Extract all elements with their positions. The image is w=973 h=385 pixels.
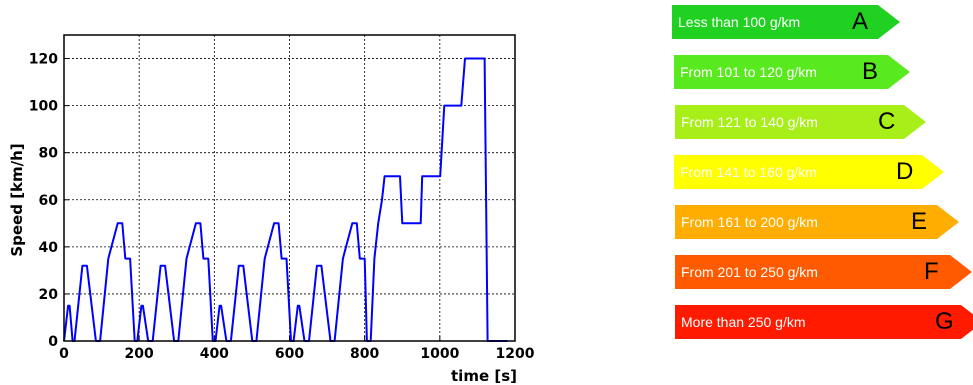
chart-ticks: 0 200 400 600 800 1000 1200 0 20 40 60 80 100 120 — [29, 52, 535, 362]
x-tick-label: 1000 — [420, 346, 459, 362]
class-arrow-shape — [675, 105, 926, 139]
plot-frame — [63, 34, 516, 342]
class-arrow-shape — [675, 205, 959, 239]
x-tick-label: 0 — [59, 346, 69, 362]
class-label: Less than 100 g/km — [678, 14, 801, 30]
class-label: More than 250 g/km — [681, 314, 806, 330]
emission-class-d: From 141 to 160 g/km D — [674, 155, 944, 189]
y-tick-label: 80 — [39, 146, 59, 162]
class-arrow — [675, 105, 926, 139]
emission-class-g: More than 250 g/km G — [675, 305, 973, 339]
emission-class-b: From 101 to 120 g/km B — [674, 55, 910, 89]
class-letter: E — [911, 208, 928, 235]
x-tick-label: 600 — [275, 346, 304, 362]
class-label: From 201 to 250 g/km — [681, 264, 818, 280]
emission-class-c: From 121 to 140 g/km C — [675, 105, 926, 139]
y-tick-label: 40 — [39, 240, 59, 256]
class-arrow — [675, 205, 959, 239]
class-arrow-shape — [675, 305, 973, 339]
emission-class-e: From 161 to 200 g/km E — [675, 205, 959, 239]
x-tick-label: 800 — [350, 346, 379, 362]
class-arrow-shape — [674, 155, 944, 189]
y-tick-label: 100 — [29, 99, 58, 115]
emission-class-f: From 201 to 250 g/km F — [675, 255, 972, 289]
class-arrow-shape — [672, 5, 900, 39]
class-arrow — [675, 305, 973, 339]
class-label: From 101 to 120 g/km — [680, 64, 817, 80]
speed-chart: 0 200 400 600 800 1000 1200 0 20 40 60 80 100 120 Spe… — [8, 34, 535, 385]
class-letter: G — [935, 308, 954, 335]
class-arrow-shape — [675, 255, 972, 289]
class-arrow — [674, 155, 944, 189]
class-arrow — [675, 255, 972, 289]
class-letter: A — [852, 8, 869, 35]
chart-grid — [64, 35, 515, 341]
class-arrow — [674, 55, 910, 89]
y-tick-label: 0 — [48, 334, 58, 350]
class-letter: B — [862, 58, 879, 85]
class-label: From 141 to 160 g/km — [680, 164, 817, 180]
class-letter: C — [878, 108, 896, 135]
class-letter: D — [896, 158, 914, 185]
class-label: From 161 to 200 g/km — [681, 214, 818, 230]
y-tick-label: 120 — [29, 52, 58, 68]
y-tick-label: 20 — [39, 287, 59, 303]
emission-class-a: Less than 100 g/km A — [672, 5, 900, 39]
y-tick-label: 60 — [39, 193, 59, 209]
class-arrow — [672, 5, 900, 39]
class-arrow-shape — [674, 55, 910, 89]
x-tick-label: 200 — [125, 346, 154, 362]
x-tick-label: 1200 — [496, 346, 535, 362]
x-axis-label: time [s] — [451, 367, 517, 385]
x-tick-label: 400 — [200, 346, 229, 362]
class-letter: F — [924, 258, 939, 285]
class-label: From 121 to 140 g/km — [681, 114, 818, 130]
emission-classes: Less than 100 g/km A From 101 to 120 g/km B… — [672, 0, 973, 385]
y-axis-label: Speed [km/h] — [8, 143, 26, 256]
